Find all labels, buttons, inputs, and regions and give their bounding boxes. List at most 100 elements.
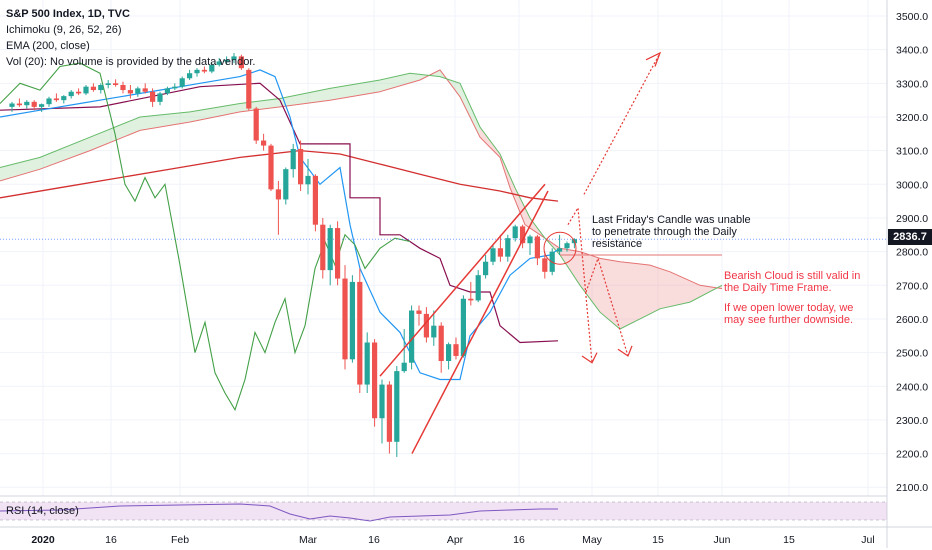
candle-body [164, 88, 170, 94]
rsi-legend[interactable]: RSI (14, close) [6, 505, 79, 517]
price-tick-label: 3100.0 [896, 146, 928, 158]
candle-body [150, 91, 156, 102]
grid-lines [0, 0, 887, 496]
time-tick-label: Apr [447, 534, 464, 546]
candle-body [557, 248, 563, 252]
cloud-bullish [0, 69, 480, 181]
candle-body [46, 98, 52, 105]
candle-body [90, 86, 96, 91]
candle-body [512, 226, 518, 239]
annotation-bearish-cloud: Bearish Cloud is still valid in the Dail… [724, 270, 864, 334]
highlight-circle [543, 231, 577, 265]
candle-body [364, 342, 370, 385]
candle-body [113, 83, 119, 86]
legend-ichimoku[interactable]: Ichimoku (9, 26, 52, 26) [6, 24, 122, 36]
candle-body [468, 298, 474, 301]
candle-body [53, 98, 59, 101]
time-tick-label: 16 [513, 534, 525, 546]
candle-body [327, 228, 333, 271]
legend-ema[interactable]: EMA (200, close) [6, 40, 90, 52]
ichimoku-cloud [0, 69, 722, 329]
candle-body [423, 313, 429, 338]
legend-vol[interactable]: Vol (20): No volume is provided by the d… [6, 56, 256, 68]
candle-body [342, 278, 348, 360]
cloud-bearish [480, 127, 722, 329]
candle-body [238, 56, 244, 69]
kijun-sen-line [0, 82, 559, 344]
candle-body [98, 85, 104, 91]
candles [9, 53, 577, 457]
up-arrow-path [583, 52, 661, 195]
annotation-downside-text: If we open lower today, we may see furth… [724, 302, 854, 326]
candle-body [394, 371, 400, 442]
candle-body [438, 325, 444, 362]
price-tick-label: 2900.0 [896, 213, 928, 225]
time-tick-label: Feb [171, 534, 189, 546]
candle-body [320, 224, 326, 271]
candle-body [127, 90, 133, 94]
candle-body [534, 236, 540, 259]
candle-body [179, 78, 185, 87]
candle-body [246, 69, 252, 109]
candle-body [372, 342, 378, 419]
senkou-span-a [0, 69, 723, 290]
candle-body [349, 281, 355, 360]
time-tick-label: Jun [714, 534, 731, 546]
candle-body [201, 69, 207, 72]
candle-body [490, 248, 496, 262]
candle-body [379, 384, 385, 419]
candle-body [298, 148, 304, 185]
rsi-line [0, 503, 558, 522]
candle-body [157, 93, 163, 102]
price-tick-label: 3500.0 [896, 11, 928, 23]
candle-body [120, 85, 126, 91]
candle-body [401, 362, 407, 372]
candle-body [16, 103, 22, 106]
time-tick-label: May [582, 534, 603, 546]
price-tick-label: 2700.0 [896, 280, 928, 292]
legend: S&P 500 Index, 1D, TVC Ichimoku (9, 26, … [6, 6, 255, 70]
candle-body [290, 148, 296, 170]
annotation-friday-candle: Last Friday's Candle was unable to penet… [592, 214, 751, 250]
time-tick-label: Mar [299, 534, 318, 546]
up-arrow-head [645, 51, 662, 67]
legend-title[interactable]: S&P 500 Index, 1D, TVC [6, 8, 130, 20]
drawings [379, 51, 662, 454]
ema-200-line [0, 149, 559, 202]
price-tick-label: 3400.0 [896, 45, 928, 57]
price-tick-label: 3200.0 [896, 112, 928, 124]
candle-body [76, 91, 82, 94]
time-tick-label: 15 [652, 534, 664, 546]
price-tick-label: 2300.0 [896, 415, 928, 427]
candle-body [224, 59, 230, 62]
candle-body [61, 96, 67, 101]
candle-body [9, 103, 15, 107]
price-tick-label: 2600.0 [896, 314, 928, 326]
annotation-bearish-cloud-text: Bearish Cloud is still valid in the Dail… [724, 270, 861, 294]
price-axis: 2100.0 2200.0 2300.0 2400.0 2500.0 2600.0 2700… [896, 11, 928, 494]
candle-body [231, 56, 237, 60]
candle-body [135, 88, 141, 94]
tenkan-sen-line [0, 69, 561, 381]
candle-body [460, 298, 466, 356]
time-tick-label: 2020 [31, 534, 55, 546]
candle-body [268, 145, 274, 190]
candle-body [31, 101, 37, 107]
candle-body [497, 248, 503, 257]
candle-body [453, 344, 459, 356]
rsi-pane [0, 501, 887, 522]
candle-body [105, 83, 111, 86]
candle-body [335, 228, 341, 279]
candle-body [564, 243, 570, 249]
candle-body [209, 64, 215, 72]
last-price-badge: 2836.7 [888, 229, 932, 245]
candle-body [253, 108, 259, 141]
candle-body [172, 86, 178, 89]
price-tick-label: 3300.0 [896, 78, 928, 90]
candle-body [216, 61, 222, 65]
time-axis: 2020 16 Feb Mar 16 Apr 16 May 15 Jun 15 Jul [31, 534, 874, 546]
candle-body [505, 238, 511, 257]
candle-body [261, 140, 267, 146]
price-tick-label: 2100.0 [896, 482, 928, 494]
